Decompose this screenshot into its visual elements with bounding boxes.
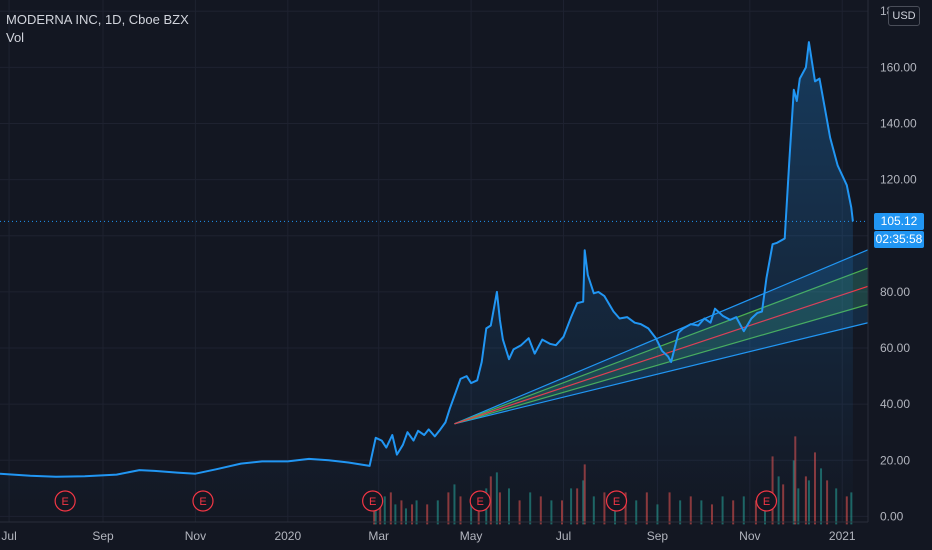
earnings-marker[interactable]: E <box>605 490 628 512</box>
earnings-marker-circle <box>605 490 628 512</box>
earnings-marker-circle <box>54 490 76 512</box>
price-axis-label: 120.00 <box>880 173 917 187</box>
earnings-marker-label: E <box>763 496 770 508</box>
chart-legend: MODERNA INC, 1D, Cboe BZX Vol <box>6 11 189 47</box>
earnings-marker-circle <box>755 490 778 512</box>
time-axis-label: Mar <box>368 529 389 543</box>
time-axis-label: 2021 <box>829 529 856 543</box>
time-axis-label: Nov <box>185 529 206 543</box>
earnings-marker-label: E <box>369 496 376 508</box>
currency-label[interactable]: USD <box>888 6 920 26</box>
time-axis-label: Nov <box>739 529 760 543</box>
symbol-title[interactable]: MODERNA INC, 1D, Cboe BZX <box>6 12 189 27</box>
earnings-marker[interactable]: E <box>755 490 778 512</box>
time-axis-label: Jul <box>1 529 16 543</box>
price-axis-label: 20.00 <box>880 453 910 467</box>
price-area <box>0 42 853 522</box>
time-axis-label: Sep <box>92 529 114 543</box>
bar-countdown-badge: 02:35:58 <box>874 231 924 249</box>
earnings-marker-label: E <box>613 496 620 508</box>
earnings-marker[interactable]: E <box>192 490 214 512</box>
price-axis-label: 80.00 <box>880 285 910 299</box>
earnings-marker-label: E <box>477 496 484 508</box>
price-series <box>0 41 868 522</box>
earnings-marker-circle <box>362 490 384 512</box>
earnings-marker-circle <box>192 490 214 512</box>
price-axis-label: 0.00 <box>880 509 904 523</box>
price-axis[interactable]: 0.0020.0040.0060.0080.00100.00120.00140.… <box>867 0 917 523</box>
time-axis-label: Sep <box>647 529 669 543</box>
earnings-marker-circle <box>469 490 491 512</box>
earnings-marker[interactable]: E <box>362 490 384 512</box>
price-axis-label: 60.00 <box>880 341 910 355</box>
price-line <box>0 41 854 478</box>
time-axis-label: Jul <box>556 529 571 543</box>
earnings-marker[interactable]: E <box>469 490 491 512</box>
chart-grid <box>0 0 868 522</box>
last-price-badge: 105.12 <box>874 212 924 230</box>
earnings-marker[interactable]: E <box>54 490 76 512</box>
price-axis-label: 40.00 <box>880 397 910 411</box>
price-axis-label: 160.00 <box>880 60 917 74</box>
time-axis-label: 2020 <box>274 529 301 543</box>
earnings-marker-label: E <box>61 496 68 508</box>
earnings-marker-label: E <box>199 496 206 508</box>
time-axis[interactable]: Jul Sep Nov 2020 Mar May Jul Sep Nov 2021 <box>0 521 868 543</box>
volume-indicator-label[interactable]: Vol <box>6 30 25 45</box>
price-axis-label: 140.00 <box>880 116 917 130</box>
time-axis-label: May <box>460 529 483 543</box>
